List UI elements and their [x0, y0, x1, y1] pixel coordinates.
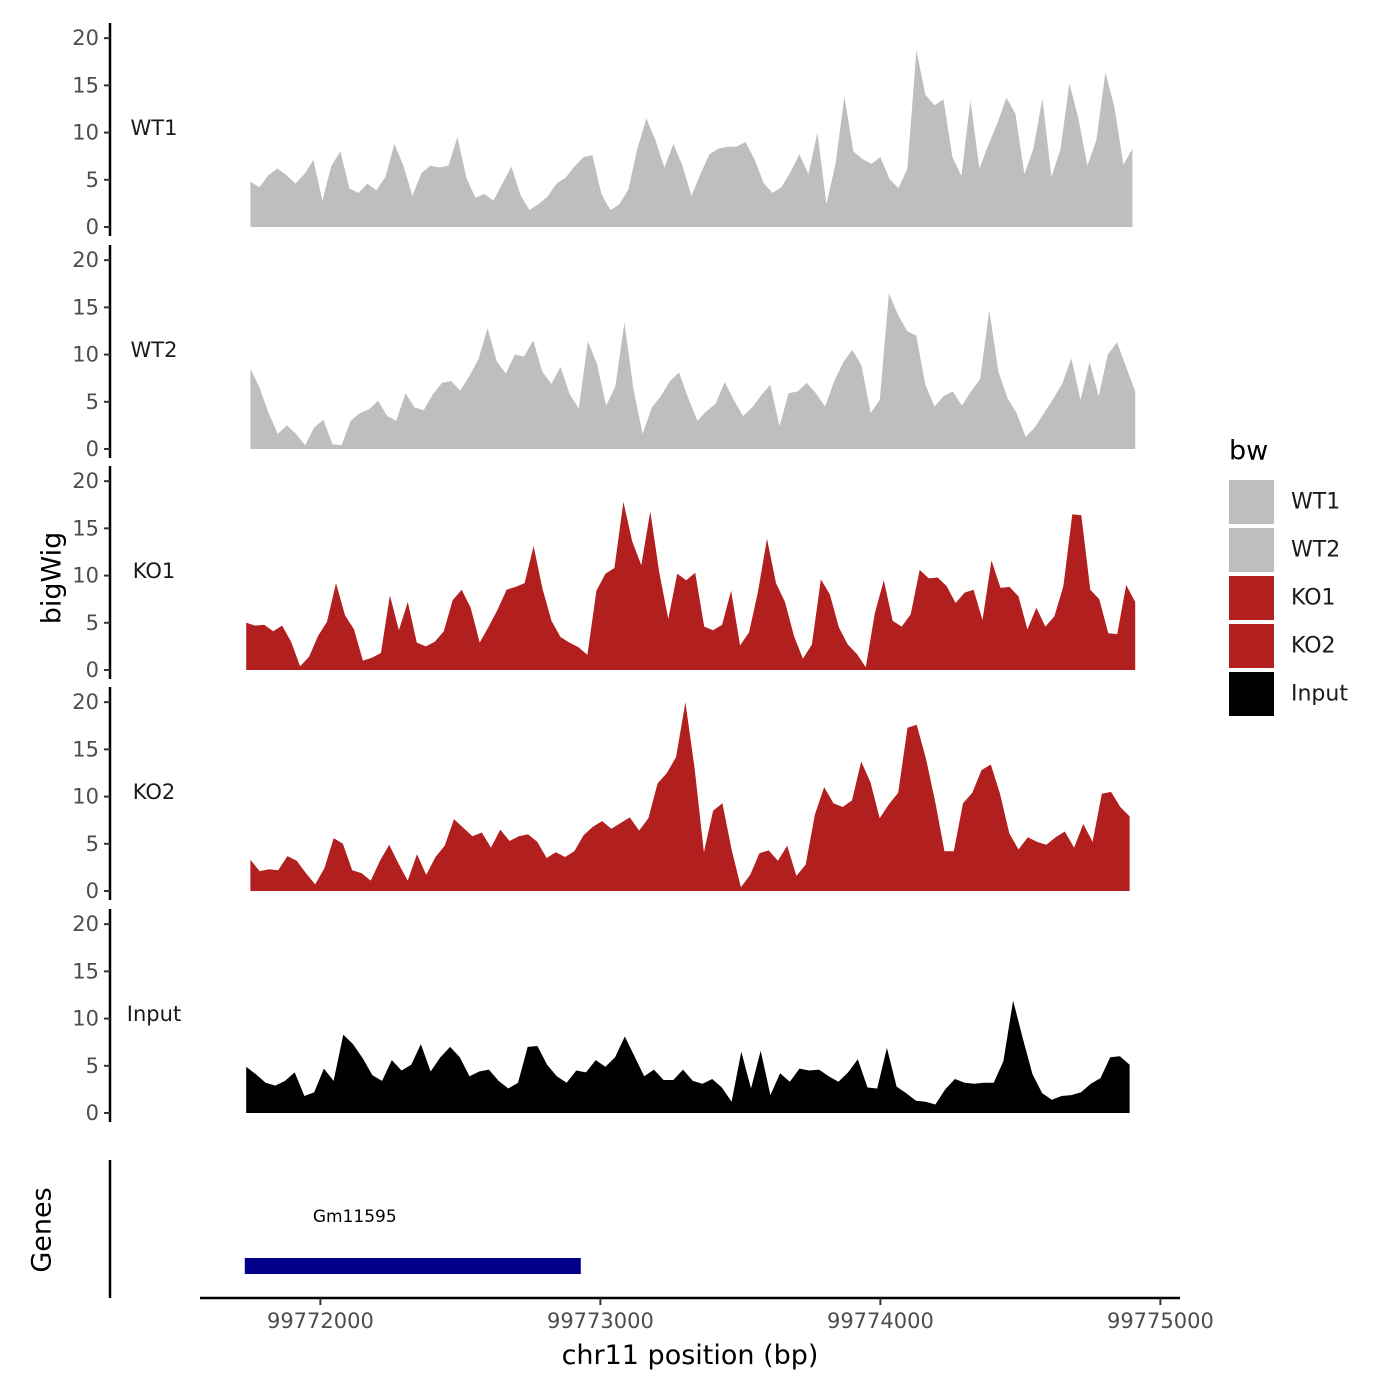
y-tick-label: 15 — [72, 959, 99, 983]
track-wt2: 0 5 10 15 20 WT2 — [72, 245, 1136, 461]
legend-label: WT1 — [1291, 490, 1340, 515]
y-tick-label: 20 — [72, 26, 99, 50]
x-tick-label: 99775000 — [1107, 1309, 1214, 1333]
legend-item-wt2: WT2 — [1229, 528, 1340, 572]
y-tick-label: 10 — [72, 785, 99, 809]
y-tick-label: 10 — [72, 1007, 99, 1031]
legend-label: Input — [1291, 682, 1348, 707]
y-tick-label: 5 — [86, 390, 99, 414]
y-axis-title: bigWig — [37, 532, 68, 625]
track-label-ko2: KO2 — [133, 780, 176, 804]
area-wt1 — [250, 50, 1133, 228]
area-ko2 — [250, 702, 1130, 891]
y-tick-label: 15 — [72, 737, 99, 761]
area-ko1 — [246, 501, 1136, 670]
x-tick-label: 99772000 — [267, 1309, 374, 1333]
y-tick-label: 0 — [86, 437, 99, 461]
y-tick-label: 15 — [72, 516, 99, 540]
area-wt2 — [250, 293, 1136, 449]
track-ko1: 0 5 10 15 20 KO1 — [72, 466, 1136, 682]
area-input — [246, 1000, 1130, 1113]
track-panels: 0 5 10 15 20 WT1 0 5 10 15 20 WT2 0 5 10 15 20 KO1 0 5 10 15 2… — [72, 23, 1136, 1125]
y-tick-label: 20 — [72, 469, 99, 493]
legend-title: bw — [1229, 436, 1268, 467]
y-tick-label: 5 — [86, 832, 99, 856]
y-tick-label: 10 — [72, 343, 99, 367]
legend-swatch — [1229, 576, 1274, 620]
track-label-wt1: WT1 — [131, 116, 178, 140]
legend-swatch — [1229, 672, 1274, 716]
legend: bw WT1 WT2 KO1 KO2 Input — [1229, 436, 1348, 716]
track-ko2: 0 5 10 15 20 KO2 — [72, 687, 1130, 903]
y-tick-label: 15 — [72, 295, 99, 319]
y-tick-label: 5 — [86, 168, 99, 192]
track-label-input: Input — [127, 1002, 181, 1026]
genes-panel: Gm11595 — [108, 1160, 581, 1298]
legend-item-ko2: KO2 — [1229, 624, 1336, 668]
gene-label: Gm11595 — [313, 1207, 397, 1227]
track-label-wt2: WT2 — [131, 338, 178, 362]
y-tick-label: 10 — [72, 121, 99, 145]
y-tick-label: 20 — [72, 912, 99, 936]
y-tick-label: 0 — [86, 1101, 99, 1125]
track-input: 0 5 10 15 20 Input — [72, 909, 1130, 1125]
legend-item-wt1: WT1 — [1229, 480, 1340, 524]
y-tick-label: 20 — [72, 690, 99, 714]
x-tick-label: 99773000 — [547, 1309, 654, 1333]
y-tick-label: 0 — [86, 215, 99, 239]
genes-axis-title: Genes — [27, 1187, 58, 1272]
legend-label: KO2 — [1291, 634, 1336, 659]
y-tick-label: 20 — [72, 248, 99, 272]
legend-item-input: Input — [1229, 672, 1348, 716]
x-tick-label: 99774000 — [827, 1309, 934, 1333]
legend-swatch — [1229, 480, 1274, 524]
y-tick-label: 0 — [86, 658, 99, 682]
y-tick-label: 0 — [86, 879, 99, 903]
y-tick-label: 15 — [72, 73, 99, 97]
legend-swatch — [1229, 528, 1274, 572]
legend-item-ko1: KO1 — [1229, 576, 1336, 620]
legend-label: KO1 — [1291, 586, 1336, 611]
gene-bar-gm11595 — [244, 1258, 581, 1274]
y-tick-label: 10 — [72, 564, 99, 588]
x-axis: 99772000 99773000 99774000 99775000 — [200, 1296, 1214, 1333]
x-axis-title: chr11 position (bp) — [562, 1340, 819, 1371]
y-tick-label: 5 — [86, 611, 99, 635]
track-label-ko1: KO1 — [133, 559, 176, 583]
track-wt1: 0 5 10 15 20 WT1 — [72, 23, 1133, 239]
legend-swatch — [1229, 624, 1274, 668]
legend-label: WT2 — [1291, 538, 1340, 563]
y-tick-label: 5 — [86, 1054, 99, 1078]
